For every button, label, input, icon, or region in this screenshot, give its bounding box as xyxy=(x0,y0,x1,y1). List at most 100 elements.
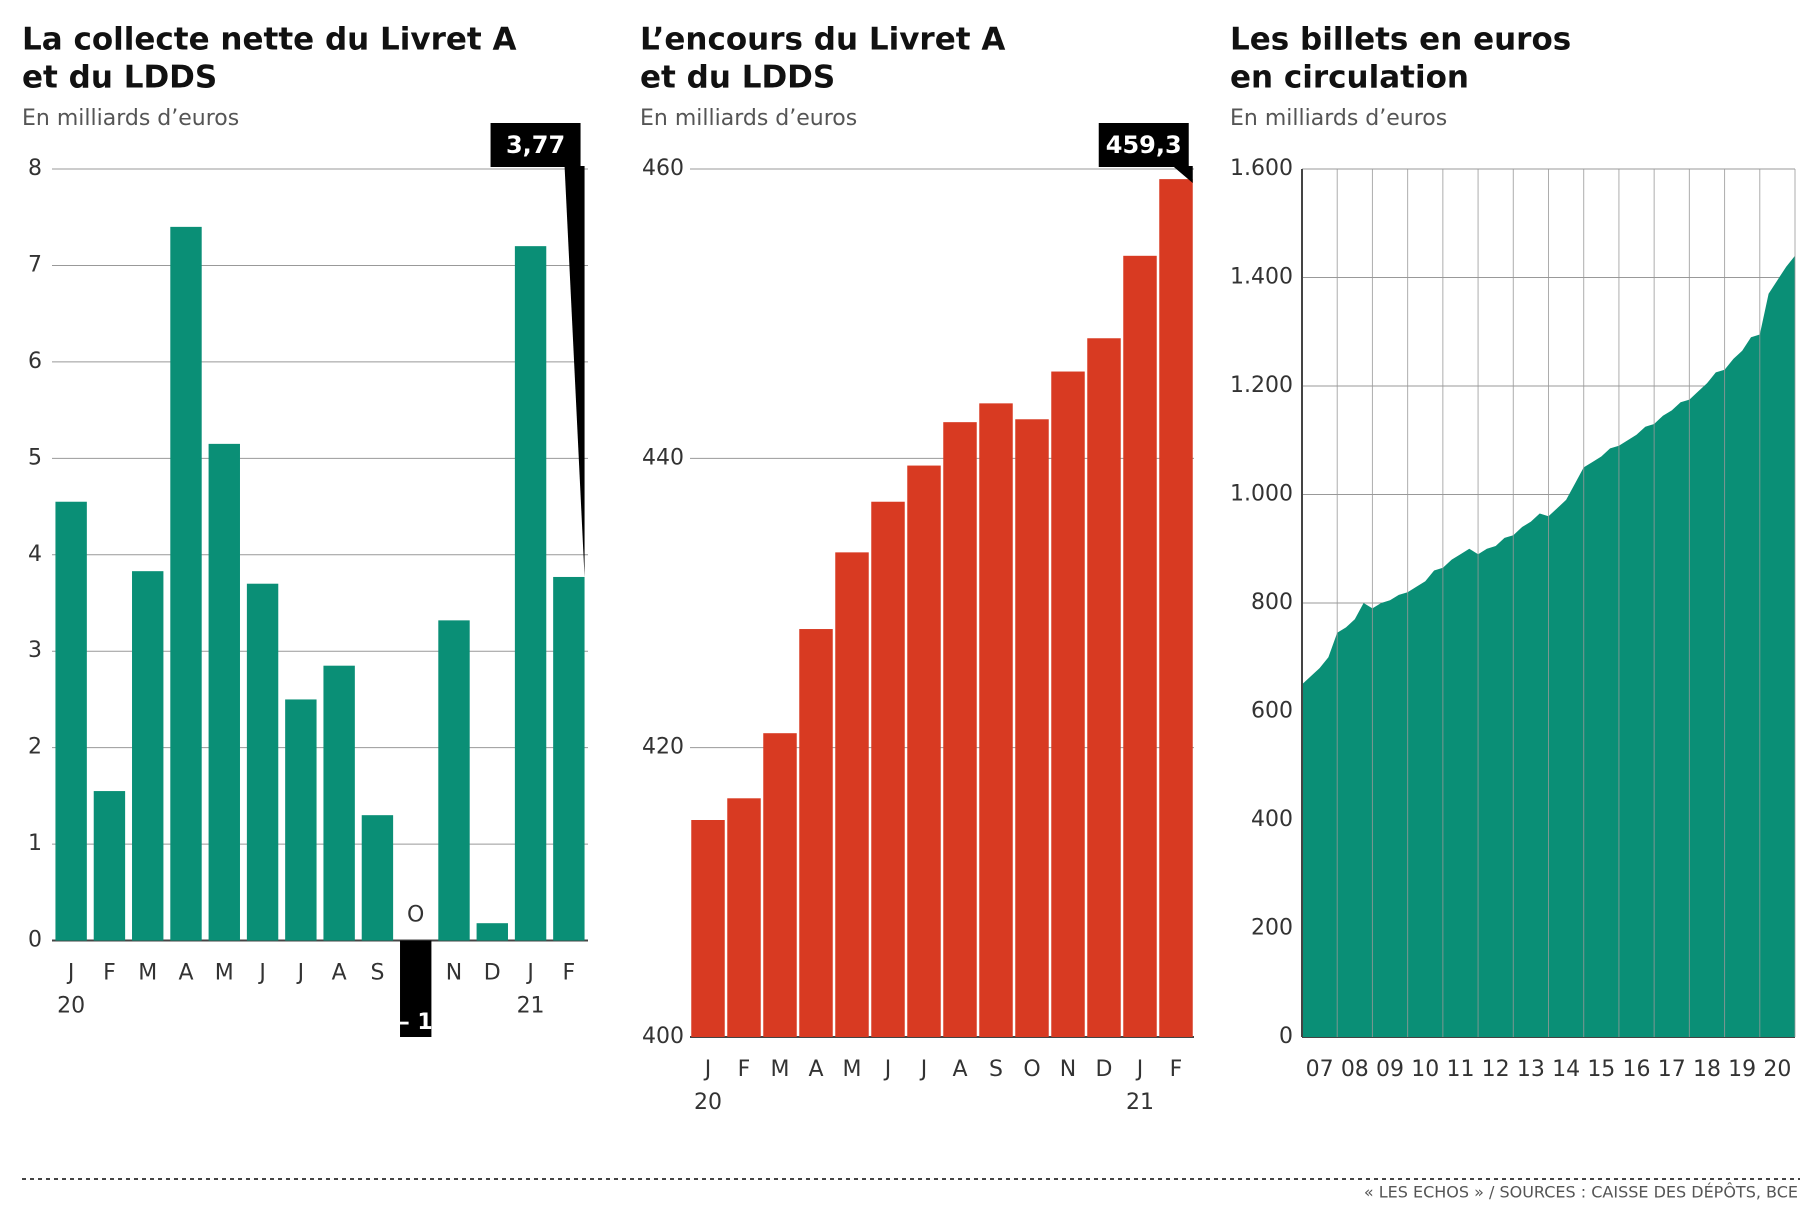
bar xyxy=(361,815,394,941)
bar xyxy=(132,571,164,941)
bar xyxy=(979,403,1013,1037)
x-tick-label: J xyxy=(525,961,534,986)
chart-title: et du LDDS xyxy=(22,60,217,96)
x-tick-label: J xyxy=(703,1057,712,1082)
y-tick-label: 1.200 xyxy=(1230,373,1293,398)
x-tick-label: M xyxy=(138,961,157,986)
x-tick-label: J xyxy=(257,961,266,986)
source: « LES ECHOS » / SOURCES : CAISSE DES DÉP… xyxy=(1364,1183,1798,1202)
x-tick-label: 18 xyxy=(1693,1057,1721,1082)
x-tick-label: N xyxy=(1060,1057,1076,1082)
x-tick-label: J xyxy=(66,961,75,986)
x-tick-label: O xyxy=(1023,1057,1040,1082)
bar xyxy=(55,501,87,941)
x-tick-label: 20 xyxy=(1763,1057,1791,1082)
x-tick-label: S xyxy=(989,1057,1003,1082)
x-tick-label: 17 xyxy=(1658,1057,1686,1082)
bar xyxy=(400,940,432,1037)
bar xyxy=(476,923,508,941)
chart-title: et du LDDS xyxy=(640,60,835,96)
year-label: 21 xyxy=(517,994,545,1019)
y-tick-label: 0 xyxy=(1279,1024,1293,1049)
year-label: 20 xyxy=(694,1090,722,1115)
bar xyxy=(553,576,585,941)
y-tick-label: 1.600 xyxy=(1230,156,1293,181)
y-tick-label: 7 xyxy=(28,252,42,277)
x-tick-label: F xyxy=(738,1057,751,1082)
bar xyxy=(170,226,202,941)
x-tick-label: F xyxy=(563,961,576,986)
y-tick-label: 8 xyxy=(28,156,42,181)
bar xyxy=(246,583,279,941)
chart-title: Les billets en euros xyxy=(1230,22,1571,58)
x-tick-label: 07 xyxy=(1306,1057,1334,1082)
y-tick-label: 2 xyxy=(28,735,42,760)
bar xyxy=(1015,419,1049,1038)
bar xyxy=(1087,338,1121,1037)
bar xyxy=(93,791,126,941)
y-tick-label: 460 xyxy=(642,156,684,181)
annotation-box xyxy=(1098,123,1189,167)
x-tick-label: J xyxy=(1135,1057,1144,1082)
y-tick-label: 200 xyxy=(1251,916,1293,941)
x-tick-label: 13 xyxy=(1517,1057,1545,1082)
x-tick-label: O xyxy=(407,903,424,928)
chart-title: en circulation xyxy=(1230,60,1469,96)
year-label: 21 xyxy=(1126,1090,1154,1115)
y-tick-label: 440 xyxy=(642,445,684,470)
x-tick-label: 11 xyxy=(1446,1057,1474,1082)
x-tick-label: D xyxy=(484,961,501,986)
bar xyxy=(799,629,833,1037)
x-tick-label: M xyxy=(215,961,234,986)
y-tick-label: 6 xyxy=(28,349,42,374)
x-tick-label: S xyxy=(370,961,384,986)
bar xyxy=(1123,255,1157,1038)
x-tick-label: M xyxy=(843,1057,862,1082)
x-tick-label: 19 xyxy=(1728,1057,1756,1082)
y-tick-label: 400 xyxy=(1251,807,1293,832)
x-tick-label: J xyxy=(296,961,305,986)
y-tick-label: 4 xyxy=(28,542,42,567)
bar xyxy=(727,798,761,1037)
y-tick-label: 800 xyxy=(1251,590,1293,615)
annotation-box xyxy=(490,123,581,167)
y-tick-label: 0 xyxy=(28,928,42,953)
x-tick-label: F xyxy=(103,961,116,986)
x-tick-label: J xyxy=(919,1057,928,1082)
y-tick-label: 420 xyxy=(642,735,684,760)
y-tick-label: 1.400 xyxy=(1230,265,1293,290)
x-tick-label: 08 xyxy=(1341,1057,1369,1082)
bar xyxy=(323,665,355,941)
x-tick-label: D xyxy=(1096,1057,1113,1082)
bar xyxy=(1159,179,1193,1038)
x-tick-label: M xyxy=(771,1057,790,1082)
y-tick-label: 5 xyxy=(28,445,42,470)
chart-title: L’encours du Livret A xyxy=(640,22,1005,58)
chart-subtitle: En milliards d’euros xyxy=(1230,106,1447,131)
x-tick-label: J xyxy=(883,1057,892,1082)
bar xyxy=(438,620,470,941)
x-tick-label: 09 xyxy=(1376,1057,1404,1082)
bar xyxy=(285,699,317,941)
bar xyxy=(691,820,725,1037)
x-tick-label: 15 xyxy=(1587,1057,1615,1082)
value-label: 459,3 xyxy=(1106,131,1182,159)
x-tick-label: F xyxy=(1170,1057,1183,1082)
bar xyxy=(835,552,869,1037)
x-tick-label: A xyxy=(332,961,347,986)
chart-subtitle: En milliards d’euros xyxy=(22,106,239,131)
y-tick-label: 1.000 xyxy=(1230,482,1293,507)
chart-title: La collecte nette du Livret A xyxy=(22,22,517,58)
chart-subtitle: En milliards d’euros xyxy=(640,106,857,131)
value-label: – 1 xyxy=(399,1010,433,1035)
annotation-pointer xyxy=(564,166,585,577)
bar xyxy=(514,246,547,941)
x-tick-label: A xyxy=(178,961,193,986)
x-tick-label: A xyxy=(808,1057,823,1082)
x-tick-label: 16 xyxy=(1623,1057,1651,1082)
x-tick-label: 12 xyxy=(1482,1057,1510,1082)
year-label: 20 xyxy=(57,994,85,1019)
x-tick-label: A xyxy=(952,1057,967,1082)
bar xyxy=(907,465,941,1038)
